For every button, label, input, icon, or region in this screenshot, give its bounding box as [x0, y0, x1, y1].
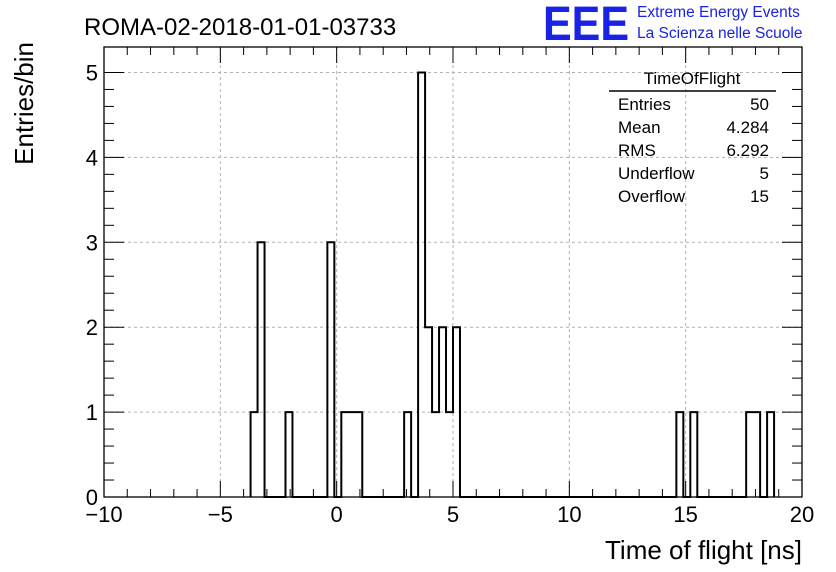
logo-subtitle-1: Extreme Energy Events	[637, 4, 800, 21]
x-tick-label: 20	[790, 502, 814, 527]
stats-row-label: Underflow	[618, 164, 695, 183]
histogram-bin	[746, 412, 753, 497]
stats-row-label: Overflow	[618, 187, 686, 206]
y-tick-label: 1	[86, 400, 98, 425]
histogram-bin	[341, 412, 348, 497]
stats-row-label: Mean	[618, 118, 661, 137]
stats-row-value: 5	[760, 164, 769, 183]
histogram-bin	[355, 412, 362, 497]
histogram-bin	[439, 327, 446, 497]
x-tick-label: 5	[447, 502, 459, 527]
histogram-bin	[327, 242, 334, 497]
stats-title: TimeOfFlight	[644, 69, 741, 88]
histogram-bin	[432, 412, 439, 497]
y-tick-label: 4	[86, 145, 98, 170]
histogram-bin	[767, 412, 774, 497]
histogram-bin	[753, 412, 760, 497]
histogram-bin	[690, 412, 697, 497]
histogram-bin	[676, 412, 683, 497]
histogram-bin	[258, 242, 265, 497]
histogram-bin	[404, 412, 411, 497]
histogram-series	[249, 71, 776, 498]
stats-rows: Entries 50 Mean 4.284 RMS 6.292 Underflow 5 Over…	[618, 95, 769, 206]
axis-ticks: −10 −5 0 5 10 15 20 0 1 2 3 4 5	[85, 47, 814, 527]
x-tick-label: 10	[557, 502, 581, 527]
x-tick-label: −10	[85, 502, 122, 527]
histogram-bin	[418, 72, 425, 497]
x-axis-label: Time of flight [ns]	[605, 535, 802, 565]
logo-subtitle-2: La Scienza nelle Scuole	[637, 25, 802, 42]
x-tick-label: −5	[208, 502, 233, 527]
y-tick-label: 2	[86, 315, 98, 340]
histogram-bin	[446, 412, 453, 497]
stats-row-label: Entries	[618, 95, 671, 114]
histogram-bin	[348, 412, 355, 497]
stats-box: TimeOfFlight Entries 50 Mean 4.284 RMS 6.292 U…	[609, 69, 776, 206]
y-tick-label: 5	[86, 60, 98, 85]
histogram-bin	[251, 412, 258, 497]
histogram-bin	[453, 327, 460, 497]
y-tick-label: 0	[86, 485, 98, 510]
stats-row-label: RMS	[618, 141, 656, 160]
x-tick-label: 0	[331, 502, 343, 527]
x-tick-label: 15	[673, 502, 697, 527]
y-axis-label: Entries/bin	[9, 42, 39, 165]
stats-row-value: 15	[750, 187, 769, 206]
histogram-bin	[285, 412, 292, 497]
histogram-bin	[425, 327, 432, 497]
stats-row-value: 50	[750, 95, 769, 114]
stats-row-value: 4.284	[726, 118, 769, 137]
eee-logo: EEE	[543, 0, 629, 51]
stats-row-value: 6.292	[726, 141, 769, 160]
run-title: ROMA-02-2018-01-01-03733	[84, 14, 396, 41]
y-tick-label: 3	[86, 230, 98, 255]
